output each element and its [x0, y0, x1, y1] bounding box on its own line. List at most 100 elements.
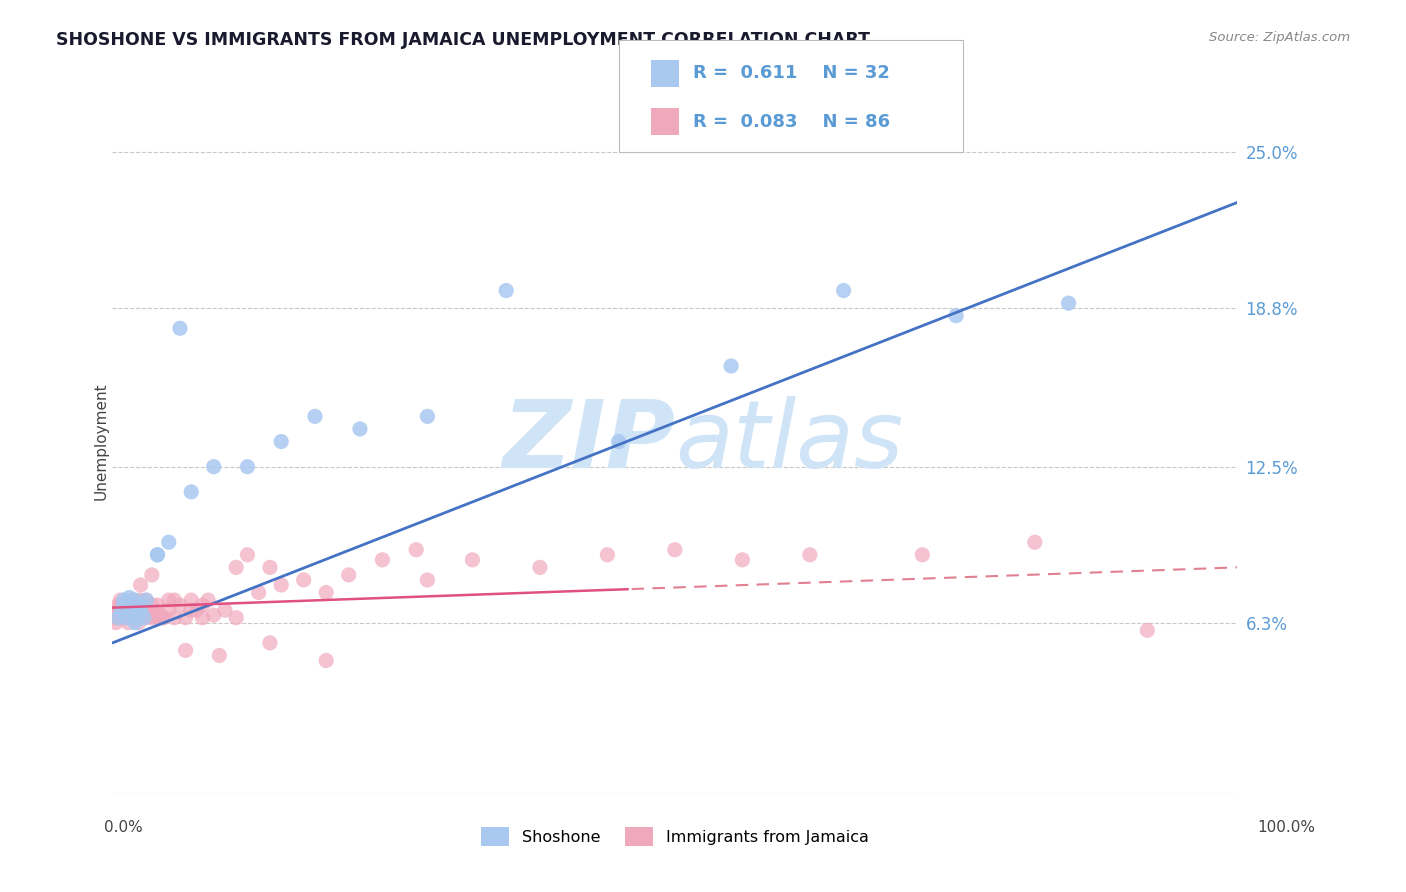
Point	[495, 284, 517, 298]
Point	[157, 593, 180, 607]
Point	[115, 611, 138, 625]
Point	[236, 548, 259, 562]
Point	[315, 585, 337, 599]
Point	[720, 359, 742, 373]
Point	[174, 643, 197, 657]
Point	[143, 608, 166, 623]
Point	[945, 309, 967, 323]
Point	[107, 611, 129, 625]
Point	[731, 553, 754, 567]
Point	[349, 422, 371, 436]
Point	[118, 611, 141, 625]
Point	[114, 598, 136, 612]
Point	[127, 615, 149, 630]
Point	[129, 598, 152, 612]
Point	[112, 598, 135, 612]
Point	[157, 603, 180, 617]
Point	[129, 611, 152, 625]
Point	[191, 611, 214, 625]
Point	[120, 608, 142, 623]
Point	[110, 593, 132, 607]
Point	[664, 542, 686, 557]
Point	[132, 603, 155, 617]
Point	[337, 568, 360, 582]
Point	[304, 409, 326, 424]
Point	[115, 611, 138, 625]
Point	[135, 611, 157, 625]
Point	[607, 434, 630, 449]
Point	[121, 608, 143, 623]
Point	[121, 611, 143, 625]
Point	[110, 611, 132, 625]
Text: R =  0.611    N = 32: R = 0.611 N = 32	[693, 64, 890, 82]
Point	[416, 409, 439, 424]
Point	[214, 603, 236, 617]
Point	[202, 608, 225, 623]
Point	[270, 434, 292, 449]
Point	[138, 608, 160, 623]
Point	[225, 611, 247, 625]
Text: Source: ZipAtlas.com: Source: ZipAtlas.com	[1209, 31, 1350, 45]
Point	[135, 593, 157, 607]
Point	[371, 553, 394, 567]
Point	[163, 593, 186, 607]
Point	[146, 548, 169, 562]
Point	[596, 548, 619, 562]
Point	[529, 560, 551, 574]
Point	[157, 535, 180, 549]
Point	[104, 615, 127, 630]
Point	[1057, 296, 1080, 310]
Point	[141, 598, 163, 612]
Point	[461, 553, 484, 567]
Point	[107, 608, 129, 623]
Point	[132, 611, 155, 625]
Point	[832, 284, 855, 298]
Point	[911, 548, 934, 562]
Point	[127, 603, 149, 617]
Point	[112, 603, 135, 617]
Legend: Shoshone, Immigrants from Jamaica: Shoshone, Immigrants from Jamaica	[474, 821, 876, 853]
Point	[225, 560, 247, 574]
Point	[208, 648, 231, 663]
Point	[129, 578, 152, 592]
Point	[180, 484, 202, 499]
Point	[104, 611, 127, 625]
Y-axis label: Unemployment: Unemployment	[94, 383, 108, 500]
Point	[117, 615, 139, 630]
Point	[146, 598, 169, 612]
Point	[270, 578, 292, 592]
Point	[292, 573, 315, 587]
Point	[108, 611, 131, 625]
Point	[110, 603, 132, 617]
Point	[118, 603, 141, 617]
Point	[121, 603, 143, 617]
Text: ZIP: ZIP	[502, 395, 675, 488]
Point	[259, 636, 281, 650]
Point	[146, 611, 169, 625]
Point	[124, 611, 146, 625]
Text: atlas: atlas	[675, 396, 903, 487]
Point	[122, 611, 145, 625]
Point	[163, 611, 186, 625]
Point	[416, 573, 439, 587]
Point	[259, 560, 281, 574]
Point	[146, 548, 169, 562]
Point	[105, 603, 128, 617]
Point	[124, 593, 146, 607]
Point	[191, 598, 214, 612]
Point	[202, 459, 225, 474]
Point	[135, 593, 157, 607]
Point	[124, 615, 146, 630]
Point	[152, 611, 174, 625]
Point	[118, 591, 141, 605]
Point	[247, 585, 270, 599]
Point	[115, 603, 138, 617]
Point	[186, 603, 208, 617]
Point	[141, 611, 163, 625]
Point	[132, 608, 155, 623]
Point	[169, 598, 191, 612]
Point	[121, 593, 143, 607]
Text: 0.0%: 0.0%	[104, 821, 143, 835]
Point	[129, 603, 152, 617]
Point	[405, 542, 427, 557]
